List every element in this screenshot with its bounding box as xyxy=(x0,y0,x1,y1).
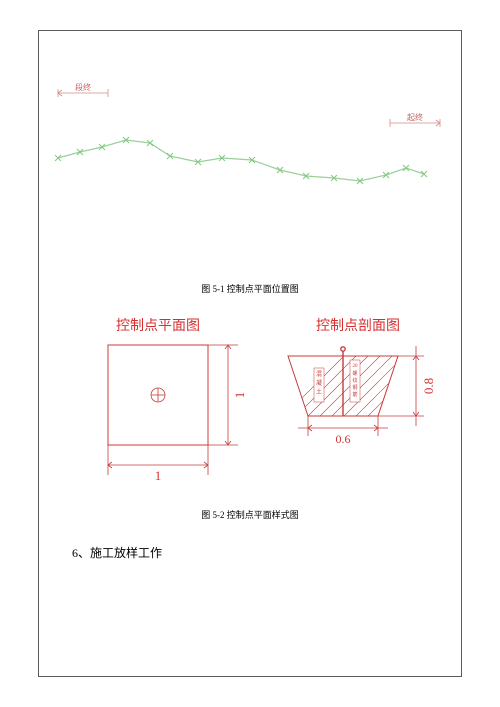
fig2-rebar-pin xyxy=(341,347,345,416)
fig2-plan-dim-right-label: 1 xyxy=(232,392,247,399)
fig1-left-arrow-label: 段终 xyxy=(75,82,91,92)
fig2-plan-title: 控制点平面图 xyxy=(116,318,200,334)
figure-2-caption: 图 5-2 控制点平面样式图 xyxy=(0,508,500,521)
fig2-section-dim-right xyxy=(378,346,424,426)
fig2-plan-dim-bottom-label: 1 xyxy=(155,468,162,483)
fig2-section-inner-label-left: 混 凝 土 xyxy=(314,368,324,402)
svg-text:凝: 凝 xyxy=(316,379,322,387)
svg-text:筋: 筋 xyxy=(352,391,357,398)
fig2-section-dim-bottom-label: 0.6 xyxy=(336,432,351,446)
svg-text:混: 混 xyxy=(316,370,322,378)
svg-text:土: 土 xyxy=(316,388,322,396)
fig2-plan-marker xyxy=(151,388,165,402)
svg-text:钢: 钢 xyxy=(352,384,357,391)
svg-text:20: 20 xyxy=(353,364,359,369)
figures-canvas: 段终 起终 xyxy=(0,0,500,707)
document-page: 段终 起终 xyxy=(0,0,500,707)
section-heading: 6、施工放样工作 xyxy=(72,544,162,561)
fig2-section-inner-label-right: 20 螺 纹 钢 筋 xyxy=(350,360,360,402)
svg-text:螺: 螺 xyxy=(352,370,357,377)
fig1-right-arrow-label: 起终 xyxy=(407,112,423,122)
svg-text:纹: 纹 xyxy=(352,377,357,384)
fig2-section-dim-right-label: 0.8 xyxy=(421,378,436,394)
fig2-section-title: 控制点剖面图 xyxy=(316,318,400,334)
fig1-polyline xyxy=(58,140,424,181)
figure-1-caption: 图 5-1 控制点平面位置图 xyxy=(0,282,500,295)
